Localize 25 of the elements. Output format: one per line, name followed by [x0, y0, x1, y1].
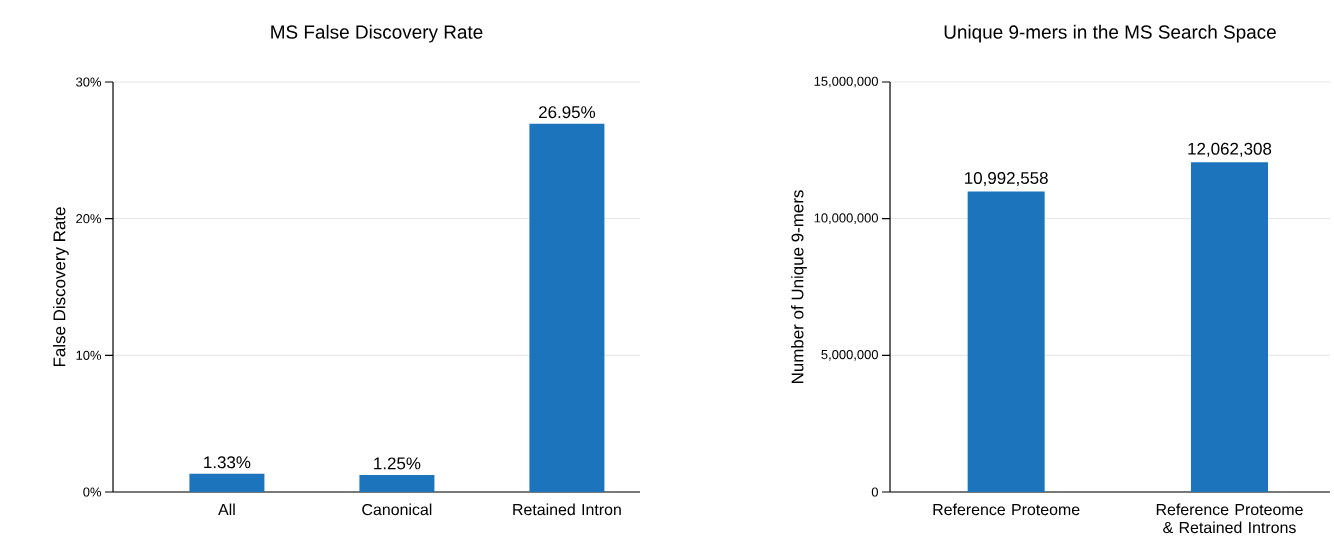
bar [529, 123, 605, 492]
data-label: 1.25% [374, 457, 421, 470]
y-tick-label: 10% [76, 350, 102, 360]
y-tick-label: 5,000,000 [821, 349, 878, 361]
chart-title: Unique 9-mers in the MS Search Space [944, 24, 1276, 43]
y-tick-label: 0% [83, 487, 102, 497]
data-label: 10,992,558 [965, 172, 1048, 187]
y-axis-title: False Discovery Rate [52, 207, 69, 367]
x-tick-label: All [218, 503, 235, 516]
y-tick-label: 0 [871, 487, 878, 497]
y-tick-label: 10,000,000 [814, 213, 878, 224]
y-tick-label: 20% [76, 214, 102, 224]
y-tick-label: 30% [76, 77, 102, 87]
x-tick-label: Canonical [362, 503, 432, 516]
bar [359, 474, 435, 492]
data-label: 12,062,308 [1188, 142, 1272, 157]
bar [189, 473, 265, 492]
chart-title: MS False Discovery Rate [271, 24, 483, 43]
data-label: 26.95% [539, 106, 596, 119]
y-tick-label: 15,000,000 [814, 76, 878, 88]
y-axis-title: Number of Unique 9-mers [791, 190, 807, 384]
data-label: 1.33% [204, 456, 251, 469]
x-tick-label: Retained Intron [513, 503, 621, 516]
x-tick-label: Reference Proteome [933, 503, 1080, 516]
x-tick-label: Reference Proteome & Retained Introns [1156, 503, 1303, 534]
